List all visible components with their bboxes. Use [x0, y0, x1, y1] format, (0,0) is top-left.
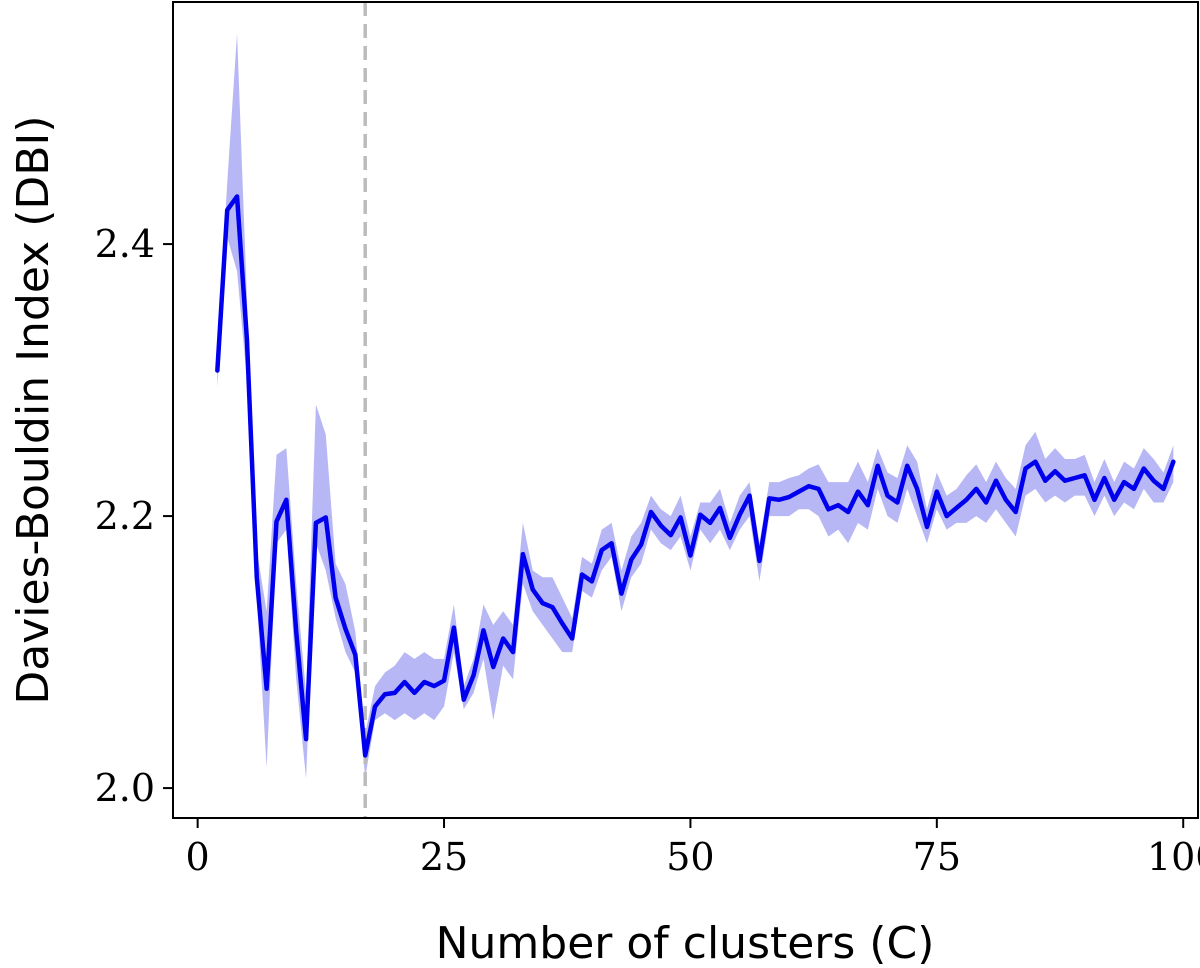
- x-tick-label: 50: [666, 835, 714, 879]
- x-tick-label: 25: [420, 835, 468, 879]
- x-tick-label: 100: [1147, 835, 1200, 879]
- y-tick-label: 2.0: [95, 766, 155, 810]
- x-tick-label: 0: [186, 835, 210, 879]
- x-tick-label: 75: [913, 835, 961, 879]
- plot-frame: [172, 1, 1199, 819]
- x-axis-title: Number of clusters (C): [436, 918, 935, 968]
- plot-area: [215, 2, 1176, 818]
- y-tick-label: 2.2: [95, 494, 155, 538]
- series-line-0: [215, 194, 1176, 758]
- confidence-band-0: [217, 33, 1174, 779]
- y-tick-label: 2.4: [95, 222, 155, 266]
- y-axis-title: Davies-Bouldin Index (DBI): [8, 115, 59, 704]
- x-axis: 0 25 50 75 100: [186, 818, 1200, 879]
- y-axis: 2.0 2.2 2.4: [95, 222, 173, 810]
